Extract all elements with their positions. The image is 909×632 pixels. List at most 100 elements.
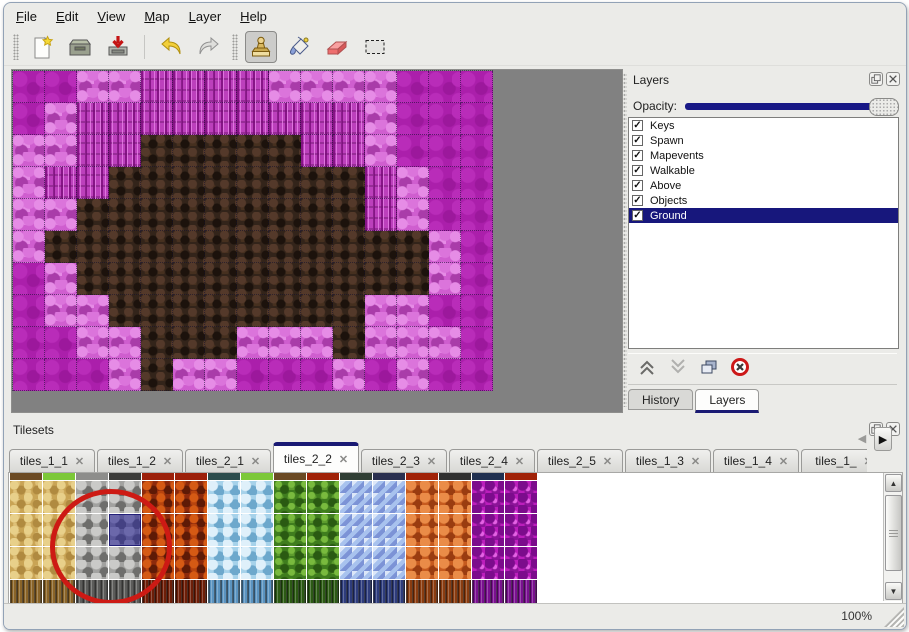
map-tile[interactable]	[173, 359, 205, 391]
map-tile[interactable]	[301, 135, 333, 167]
tileset-tab-tiles_2_4[interactable]: tiles_2_4 ✕	[449, 449, 535, 472]
map-tile[interactable]	[429, 71, 461, 103]
tileset-tile-partial[interactable]	[406, 473, 438, 480]
map-tile[interactable]	[429, 103, 461, 135]
map-tile[interactable]	[173, 167, 205, 199]
tileset-tile-partial[interactable]	[373, 473, 405, 480]
tileset-tile[interactable]	[340, 514, 372, 546]
tool-eraser-button[interactable]	[321, 31, 353, 63]
map-tile[interactable]	[45, 167, 77, 199]
tileset-tile[interactable]	[505, 481, 537, 513]
layer-visibility-checkbox[interactable]: ✓	[632, 180, 643, 191]
map-tile[interactable]	[397, 135, 429, 167]
tileset-tile[interactable]	[274, 481, 306, 513]
map-tile[interactable]	[333, 167, 365, 199]
layer-visibility-checkbox[interactable]: ✓	[632, 210, 643, 221]
map-tile[interactable]	[269, 231, 301, 263]
map-tile[interactable]	[13, 71, 45, 103]
tileset-tile[interactable]	[10, 580, 42, 603]
map-tile[interactable]	[205, 71, 237, 103]
map-tile[interactable]	[333, 71, 365, 103]
map-tile[interactable]	[237, 167, 269, 199]
tileset-tab-tiles_2_2[interactable]: tiles_2_2 ✕	[273, 442, 359, 472]
map-tile[interactable]	[205, 359, 237, 391]
tileset-tile[interactable]	[406, 514, 438, 546]
opacity-slider[interactable]	[685, 97, 899, 116]
map-tile[interactable]	[301, 295, 333, 327]
map-tile[interactable]	[141, 167, 173, 199]
map-tile[interactable]	[461, 263, 493, 295]
scroll-up-icon[interactable]: ▲	[885, 474, 902, 492]
tileset-tile[interactable]	[274, 547, 306, 579]
tileset-tile[interactable]	[439, 580, 471, 603]
tileset-tile[interactable]	[241, 514, 273, 546]
tileset-tile-partial[interactable]	[340, 473, 372, 480]
map-tile[interactable]	[301, 103, 333, 135]
tileset-tile-partial[interactable]	[43, 473, 75, 480]
opacity-slider-handle[interactable]	[869, 97, 899, 116]
map-tile[interactable]	[365, 295, 397, 327]
map-tile[interactable]	[397, 71, 429, 103]
tab-scroll-left-icon[interactable]: ◀	[857, 432, 867, 445]
menu-layer[interactable]: Layer	[188, 8, 222, 24]
tileset-tile[interactable]	[307, 481, 339, 513]
map-tile[interactable]	[205, 167, 237, 199]
tab-close-icon[interactable]: ✕	[514, 455, 525, 468]
tileset-tile[interactable]	[10, 514, 42, 546]
map-tile[interactable]	[13, 167, 45, 199]
map-tile[interactable]	[237, 103, 269, 135]
map-tile[interactable]	[461, 359, 493, 391]
map-tile[interactable]	[429, 199, 461, 231]
tileset-tile[interactable]	[472, 514, 504, 546]
tileset-tile[interactable]	[175, 547, 207, 579]
tileset-tile[interactable]	[505, 514, 537, 546]
map-tile[interactable]	[45, 327, 77, 359]
tileset-tab-tiles_2_1[interactable]: tiles_2_1 ✕	[185, 449, 271, 472]
map-tile[interactable]	[77, 199, 109, 231]
delete-layer-button[interactable]	[729, 357, 751, 380]
tileset-tile[interactable]	[208, 481, 240, 513]
map-tile[interactable]	[237, 359, 269, 391]
tileset-tile[interactable]	[175, 514, 207, 546]
tileset-tile[interactable]	[10, 481, 42, 513]
tool-redo-button[interactable]	[193, 31, 225, 63]
tileset-tile-partial[interactable]	[241, 473, 273, 480]
tileset-tile-partial[interactable]	[208, 473, 240, 480]
duplicate-layer-button[interactable]	[698, 358, 720, 380]
map-tile[interactable]	[77, 231, 109, 263]
toolbar-grip[interactable]	[232, 34, 238, 60]
map-tile[interactable]	[173, 71, 205, 103]
tileset-tab-tiles_2_5[interactable]: tiles_2_5 ✕	[537, 449, 623, 472]
dock-tab-layers[interactable]: Layers	[695, 389, 760, 413]
tileset-tile-partial[interactable]	[109, 473, 141, 480]
layer-row-walkable[interactable]: ✓ Walkable	[629, 163, 898, 178]
map-tile[interactable]	[333, 135, 365, 167]
map-tile[interactable]	[365, 135, 397, 167]
layer-visibility-checkbox[interactable]: ✓	[632, 195, 643, 206]
dock-resize-handle[interactable]	[623, 73, 627, 407]
menu-help[interactable]: Help	[240, 8, 267, 24]
map-tile[interactable]	[461, 231, 493, 263]
tileset-tile[interactable]	[241, 547, 273, 579]
tileset-tile[interactable]	[439, 481, 471, 513]
map-tile[interactable]	[173, 295, 205, 327]
layer-visibility-checkbox[interactable]: ✓	[632, 165, 643, 176]
layer-visibility-checkbox[interactable]: ✓	[632, 120, 643, 131]
map-tile[interactable]	[109, 103, 141, 135]
map-tile[interactable]	[109, 263, 141, 295]
tab-close-icon[interactable]: ✕	[74, 455, 85, 468]
map-tile[interactable]	[365, 103, 397, 135]
map-tile[interactable]	[13, 263, 45, 295]
float-panel-button[interactable]	[869, 72, 883, 86]
tab-close-icon[interactable]: ✕	[864, 455, 867, 468]
map-tile[interactable]	[237, 263, 269, 295]
map-tile[interactable]	[269, 103, 301, 135]
map-tile[interactable]	[397, 167, 429, 199]
map-tile[interactable]	[205, 295, 237, 327]
map-tile[interactable]	[141, 327, 173, 359]
tool-select-button[interactable]	[359, 31, 391, 63]
map-tile-grid[interactable]	[12, 70, 493, 391]
map-tile[interactable]	[461, 167, 493, 199]
map-tile[interactable]	[205, 103, 237, 135]
layer-list[interactable]: ✓ Keys ✓ Spawn ✓ Mapevents ✓ Walkable ✓ Above ✓ Obj…	[628, 117, 899, 349]
